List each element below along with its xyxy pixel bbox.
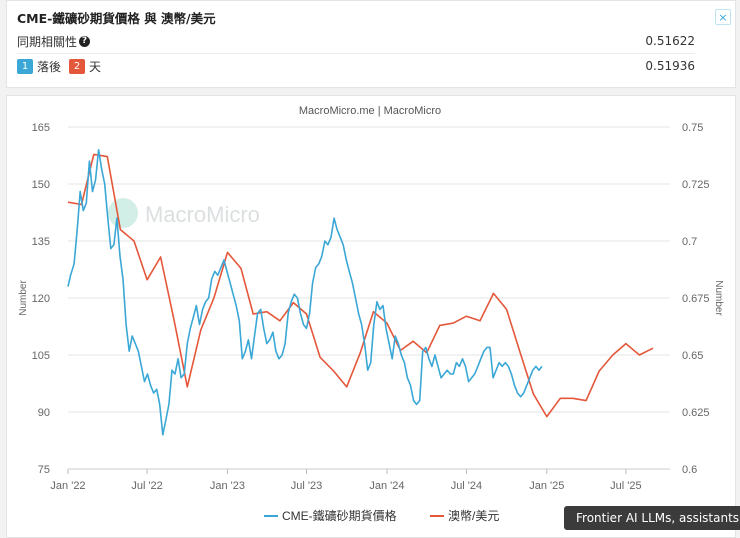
x-tick-label: Jul '22: [131, 480, 162, 492]
y-tick-label-left: 135: [32, 236, 50, 248]
assistant-tooltip: Frontier AI LLMs, assistants: [564, 506, 740, 530]
x-tick-label: Jul '23: [291, 480, 322, 492]
y-tick-label-left: 150: [32, 179, 50, 191]
watermark: MacroMicro: [108, 198, 260, 228]
y-tick-label-left: 75: [38, 464, 50, 476]
lag-row: 1 落後 2 天 0.51936: [17, 54, 695, 78]
x-tick-label: Jul '24: [451, 480, 482, 492]
watermark-logo-icon: [108, 198, 138, 228]
lag-badge-1: 1: [17, 58, 33, 74]
legend: CME-鐵礦砂期貨價格 澳幣/美元: [264, 508, 499, 523]
y-tick-label-left: 90: [38, 407, 50, 419]
y-tick-label-right: 0.6: [682, 464, 697, 476]
page-title: CME-鐵礦砂期貨價格 與 澳幣/美元: [17, 11, 216, 26]
watermark-text: MacroMicro: [145, 202, 260, 227]
y-tick-label-right: 0.65: [682, 350, 703, 362]
y-tick-label-right: 0.7: [682, 236, 697, 248]
y-tick-label-left: 120: [32, 293, 50, 305]
y-tick-label-left: 165: [32, 122, 50, 134]
series-line: [67, 153, 654, 418]
y-tick-label-right: 0.675: [682, 293, 710, 305]
lag-label: 落後: [37, 59, 62, 74]
legend-label: 澳幣/美元: [448, 509, 499, 523]
question-icon[interactable]: ?: [79, 35, 91, 47]
lag-correlation-value: 0.51936: [645, 59, 695, 73]
close-button[interactable]: ×: [715, 9, 731, 25]
lag-unit-label: 天: [89, 59, 102, 74]
chart-panel: [6, 95, 736, 538]
y-tick-label-right: 0.725: [682, 179, 710, 191]
y-axis-label-left: Number: [18, 280, 29, 316]
chart-source: MacroMicro.me | MacroMicro: [299, 105, 441, 117]
y-tick-label-right: 0.625: [682, 407, 710, 419]
y-tick-label-right: 0.75: [682, 122, 703, 134]
stats-panel: CME-鐵礦砂期貨價格 與 澳幣/美元 × 同期相關性 ? 0.51622 1 …: [6, 0, 736, 88]
correlation-row: 同期相關性 ? 0.51622: [17, 29, 695, 54]
y-axis-label-right: Number: [713, 280, 724, 316]
x-tick-label: Jan '22: [50, 480, 85, 492]
y-tick-label-left: 105: [32, 350, 50, 362]
x-tick-label: Jan '24: [369, 480, 404, 492]
correlation-value: 0.51622: [645, 34, 695, 48]
x-tick-label: Jan '23: [210, 480, 245, 492]
lag-badge-2: 2: [69, 58, 86, 74]
series-line: [67, 149, 543, 436]
x-tick-label: Jul '25: [610, 480, 641, 492]
legend-label: CME-鐵礦砂期貨價格: [282, 508, 397, 523]
correlation-label: 同期相關性: [17, 34, 78, 49]
x-tick-label: Jan '25: [529, 480, 564, 492]
